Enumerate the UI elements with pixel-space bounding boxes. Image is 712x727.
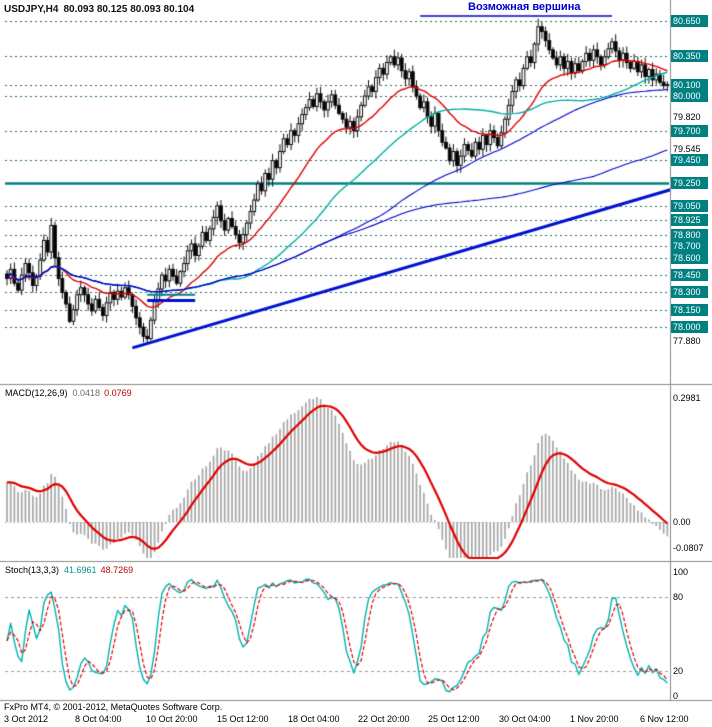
price-level-label: 78.450 [671, 269, 708, 281]
time-axis-label: 10 Oct 20:00 [146, 714, 198, 724]
time-axis-label: 18 Oct 04:00 [288, 714, 340, 724]
price-level-label: 78.300 [671, 286, 708, 298]
symbol-timeframe-label: USDJPY,H4 [4, 4, 59, 15]
price-tick-label: 79.820 [673, 112, 701, 122]
price-level-label: 79.050 [671, 200, 708, 212]
macd-signal-value: 0.0769 [104, 388, 132, 398]
price-axis[interactable]: 80.650 80.350 80.100 80.000 79.820 79.700 79.5… [670, 0, 712, 701]
time-axis-label: 6 Nov 12:00 [640, 714, 689, 724]
chart-annotation-text[interactable]: Возможная вершина [468, 1, 581, 13]
price-level-label: 78.800 [671, 229, 708, 241]
macd-indicator-header: MACD(12,26,9) 0.0418 0.0769 [5, 388, 132, 399]
copyright-text: FxPro MT4, © 2001-2012, MetaQuotes Softw… [4, 702, 223, 712]
macd-axis-label: 0.2981 [673, 393, 701, 403]
time-axis-label: 15 Oct 12:00 [217, 714, 269, 724]
stoch-axis-label: 100 [673, 567, 689, 577]
time-axis-label: 1 Nov 20:00 [570, 714, 619, 724]
ohlc-values: 80.093 80.125 80.093 80.104 [63, 4, 195, 15]
price-level-label: 78.700 [671, 240, 708, 252]
time-axis-label: 3 Oct 2012 [4, 714, 49, 724]
macd-name-label: MACD(12,26,9) [5, 388, 68, 398]
chart-title: USDJPY,H4 80.093 80.125 80.093 80.104 [4, 4, 194, 15]
price-level-label: 78.925 [671, 214, 708, 226]
stoch-indicator-header: Stoch(13,3,3) 41.6961 48.7269 [5, 565, 133, 576]
price-level-label: 80.000 [671, 90, 708, 102]
stoch-axis-label: 80 [673, 592, 684, 602]
time-axis-label: 30 Oct 04:00 [499, 714, 551, 724]
price-level-label: 80.350 [671, 50, 708, 62]
time-axis-label: 25 Oct 12:00 [428, 714, 480, 724]
time-axis-label: 8 Oct 04:00 [75, 714, 122, 724]
stoch-signal-value: 48.7269 [100, 565, 134, 575]
price-tick-label: 77.880 [673, 336, 701, 346]
stoch-axis-label: 20 [673, 666, 684, 676]
price-level-label: 78.000 [671, 321, 708, 333]
macd-main-value: 0.0418 [72, 388, 101, 398]
price-level-label: 78.150 [671, 304, 708, 316]
price-level-label: 80.650 [671, 15, 708, 27]
time-axis[interactable]: 3 Oct 2012 8 Oct 04:00 10 Oct 20:00 15 Oct … [0, 714, 712, 727]
macd-axis-label: -0.0807 [673, 543, 704, 553]
price-level-label: 78.600 [671, 252, 708, 264]
price-tick-label: 79.545 [673, 144, 701, 154]
time-axis-label: 22 Oct 20:00 [358, 714, 410, 724]
stoch-main-value: 41.6961 [64, 565, 97, 575]
price-level-label: 79.250 [671, 177, 708, 189]
price-level-label: 79.450 [671, 154, 708, 166]
stoch-name-label: Stoch(13,3,3) [5, 565, 60, 575]
stoch-axis-label: 0 [673, 691, 679, 701]
price-level-label: 80.100 [671, 79, 708, 91]
price-level-label: 79.700 [671, 125, 708, 137]
macd-axis-label: 0.00 [673, 517, 691, 527]
